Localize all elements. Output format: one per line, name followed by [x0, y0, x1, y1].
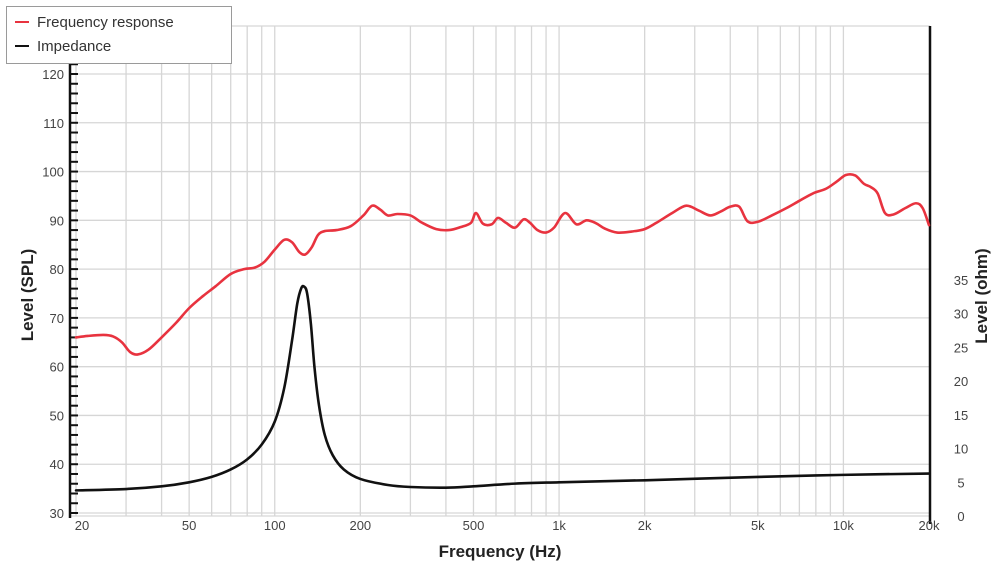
y2-tick-label: 5	[957, 475, 964, 490]
x-tick-label: 2k	[638, 518, 652, 533]
x-axis-title: Frequency (Hz)	[439, 542, 562, 561]
y-axis-title: Level (SPL)	[18, 249, 37, 342]
x-tick-label: 20	[75, 518, 89, 533]
y-tick-label: 50	[50, 408, 64, 423]
y-tick-label: 110	[43, 116, 64, 131]
black-line-swatch-icon	[15, 45, 29, 47]
y-tick-label: 100	[42, 165, 64, 180]
y2-tick-label: 15	[954, 408, 968, 423]
y-tick-label: 120	[42, 67, 64, 82]
x-tick-label: 200	[349, 518, 371, 533]
x-tick-label: 5k	[751, 518, 765, 533]
x-tick-label: 1k	[552, 518, 566, 533]
legend-item-frequency-response[interactable]: Frequency response	[15, 11, 174, 33]
y2-tick-label: 0	[957, 509, 964, 524]
y-tick-label: 90	[50, 213, 64, 228]
x-axis: 20 50 100 200 500 1k 2k 5k 10k 20k	[75, 518, 940, 533]
y-tick-label: 70	[50, 311, 64, 326]
y2-axis-title: Level (ohm)	[972, 248, 991, 343]
y-tick-label: 30	[50, 506, 64, 521]
y-tick-label: 40	[50, 457, 64, 472]
y2-tick-label: 10	[954, 442, 968, 457]
x-tick-label: 20k	[919, 518, 940, 533]
red-line-swatch-icon	[15, 21, 29, 23]
y2-tick-label: 30	[954, 307, 968, 322]
grid-lines	[70, 25, 930, 517]
impedance-line	[74, 284, 931, 492]
series-lines	[74, 172, 931, 492]
x-tick-label: 500	[463, 518, 485, 533]
y-tick-label: 80	[50, 262, 64, 277]
legend-item-impedance[interactable]: Impedance	[15, 35, 111, 57]
y2-tick-label: 25	[954, 340, 968, 355]
y2-tick-label: 35	[954, 273, 968, 288]
legend-label: Impedance	[37, 37, 112, 55]
legend: Frequency response Impedance	[6, 6, 232, 64]
y-tick-label: 60	[50, 360, 64, 375]
x-tick-label: 50	[182, 518, 196, 533]
y2-tick-label: 20	[954, 374, 968, 389]
left-y-axis: 30 40 50 60 70 80 90 100 110 120	[42, 26, 78, 521]
x-tick-label: 100	[264, 518, 286, 533]
x-tick-label: 10k	[833, 518, 854, 533]
frequency-response-line	[74, 172, 931, 356]
right-y-axis: 0 5 10 15 20 25 30 35	[928, 26, 968, 524]
legend-label: Frequency response	[37, 13, 174, 31]
